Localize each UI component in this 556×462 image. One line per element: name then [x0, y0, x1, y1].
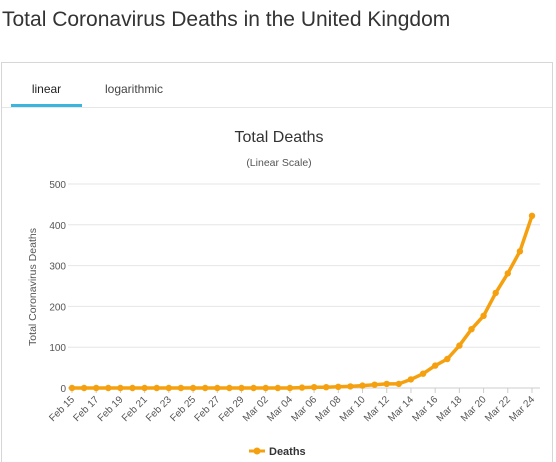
data-point[interactable] [129, 384, 136, 392]
x-tick-label: Mar 24 [507, 394, 537, 424]
x-tick-label: Feb 29 [217, 394, 247, 424]
data-point[interactable] [419, 370, 427, 377]
x-tick-label: Mar 14 [386, 394, 416, 424]
data-point[interactable] [117, 384, 124, 392]
x-tick-label: Feb 19 [96, 394, 126, 424]
tab-logarithmic[interactable]: logarithmic [104, 82, 164, 96]
data-point[interactable] [407, 376, 415, 383]
legend-deaths-swatch-dot [253, 447, 261, 455]
x-tick-label: Mar 08 [314, 394, 344, 424]
chart-card: linear logarithmic Total Deaths (Linear … [1, 62, 553, 462]
data-point[interactable] [444, 355, 451, 363]
data-point[interactable] [492, 289, 499, 297]
y-tick-label: 500 [49, 180, 66, 191]
x-tick-label: Feb 25 [168, 394, 198, 424]
data-point[interactable] [226, 384, 233, 392]
data-point[interactable] [238, 384, 245, 392]
y-tick-label: 200 [49, 302, 66, 313]
series-line-deaths [70, 214, 534, 390]
data-point[interactable] [189, 384, 197, 392]
data-point[interactable] [298, 384, 306, 391]
tab-linear[interactable]: linear [11, 63, 82, 107]
data-point[interactable] [286, 384, 294, 392]
x-tick-label: Mar 20 [459, 394, 489, 424]
data-point[interactable] [68, 384, 76, 392]
y-tick-label: 100 [49, 343, 66, 354]
x-tick-label: Mar 12 [362, 394, 392, 424]
data-point[interactable] [528, 212, 536, 219]
data-point[interactable] [262, 384, 269, 392]
x-tick-label: Feb 15 [47, 394, 77, 424]
data-point[interactable] [371, 381, 378, 388]
x-tick-label: Mar 10 [338, 394, 368, 424]
x-tick-label: Feb 21 [120, 394, 150, 424]
data-point[interactable] [141, 384, 148, 392]
legend-deaths-label[interactable]: Deaths [269, 446, 306, 458]
x-tick-label: Mar 02 [241, 394, 271, 424]
data-point[interactable] [347, 383, 354, 390]
chart-title: Total Deaths [235, 129, 324, 146]
data-point[interactable] [480, 312, 487, 319]
y-tick-label: 400 [49, 221, 66, 232]
legend[interactable]: Deaths [249, 446, 306, 458]
x-tick-label: Mar 16 [410, 394, 440, 424]
x-tick-label: Feb 27 [193, 394, 223, 424]
y-tick-label: 0 [60, 384, 66, 395]
data-point[interactable] [214, 384, 221, 392]
deaths-chart: Total Deaths (Linear Scale) Total Corona… [27, 129, 540, 458]
data-point[interactable] [335, 383, 342, 390]
data-point[interactable] [323, 384, 330, 391]
data-point[interactable] [383, 380, 390, 388]
data-point[interactable] [456, 342, 463, 349]
x-tick-label: Mar 06 [289, 394, 319, 424]
scale-tabs: linear logarithmic [2, 63, 552, 108]
x-tick-label: Feb 23 [144, 394, 174, 424]
data-point[interactable] [504, 270, 511, 277]
data-point[interactable] [153, 384, 160, 392]
data-point[interactable] [310, 384, 318, 391]
data-point[interactable] [468, 326, 475, 333]
x-tick-label: Mar 18 [435, 394, 465, 424]
data-point[interactable] [105, 384, 112, 392]
data-point[interactable] [395, 380, 402, 388]
data-point[interactable] [93, 384, 100, 392]
data-point[interactable] [516, 248, 524, 255]
page-title: Total Coronavirus Deaths in the United K… [2, 8, 451, 31]
chart-subtitle: (Linear Scale) [246, 157, 311, 169]
data-point[interactable] [202, 384, 209, 392]
data-point[interactable] [250, 384, 257, 392]
data-point[interactable] [274, 384, 281, 392]
x-tick-label: Mar 04 [265, 394, 295, 424]
data-point[interactable] [80, 384, 88, 392]
y-tick-label: 300 [49, 262, 66, 273]
x-tick-label: Feb 17 [72, 394, 102, 424]
data-point[interactable] [177, 384, 185, 392]
x-tick-label: Mar 22 [483, 394, 513, 424]
y-axis-label: Total Coronavirus Deaths [27, 228, 39, 346]
data-point[interactable] [165, 384, 172, 392]
data-point[interactable] [432, 362, 439, 369]
data-point[interactable] [359, 382, 366, 389]
